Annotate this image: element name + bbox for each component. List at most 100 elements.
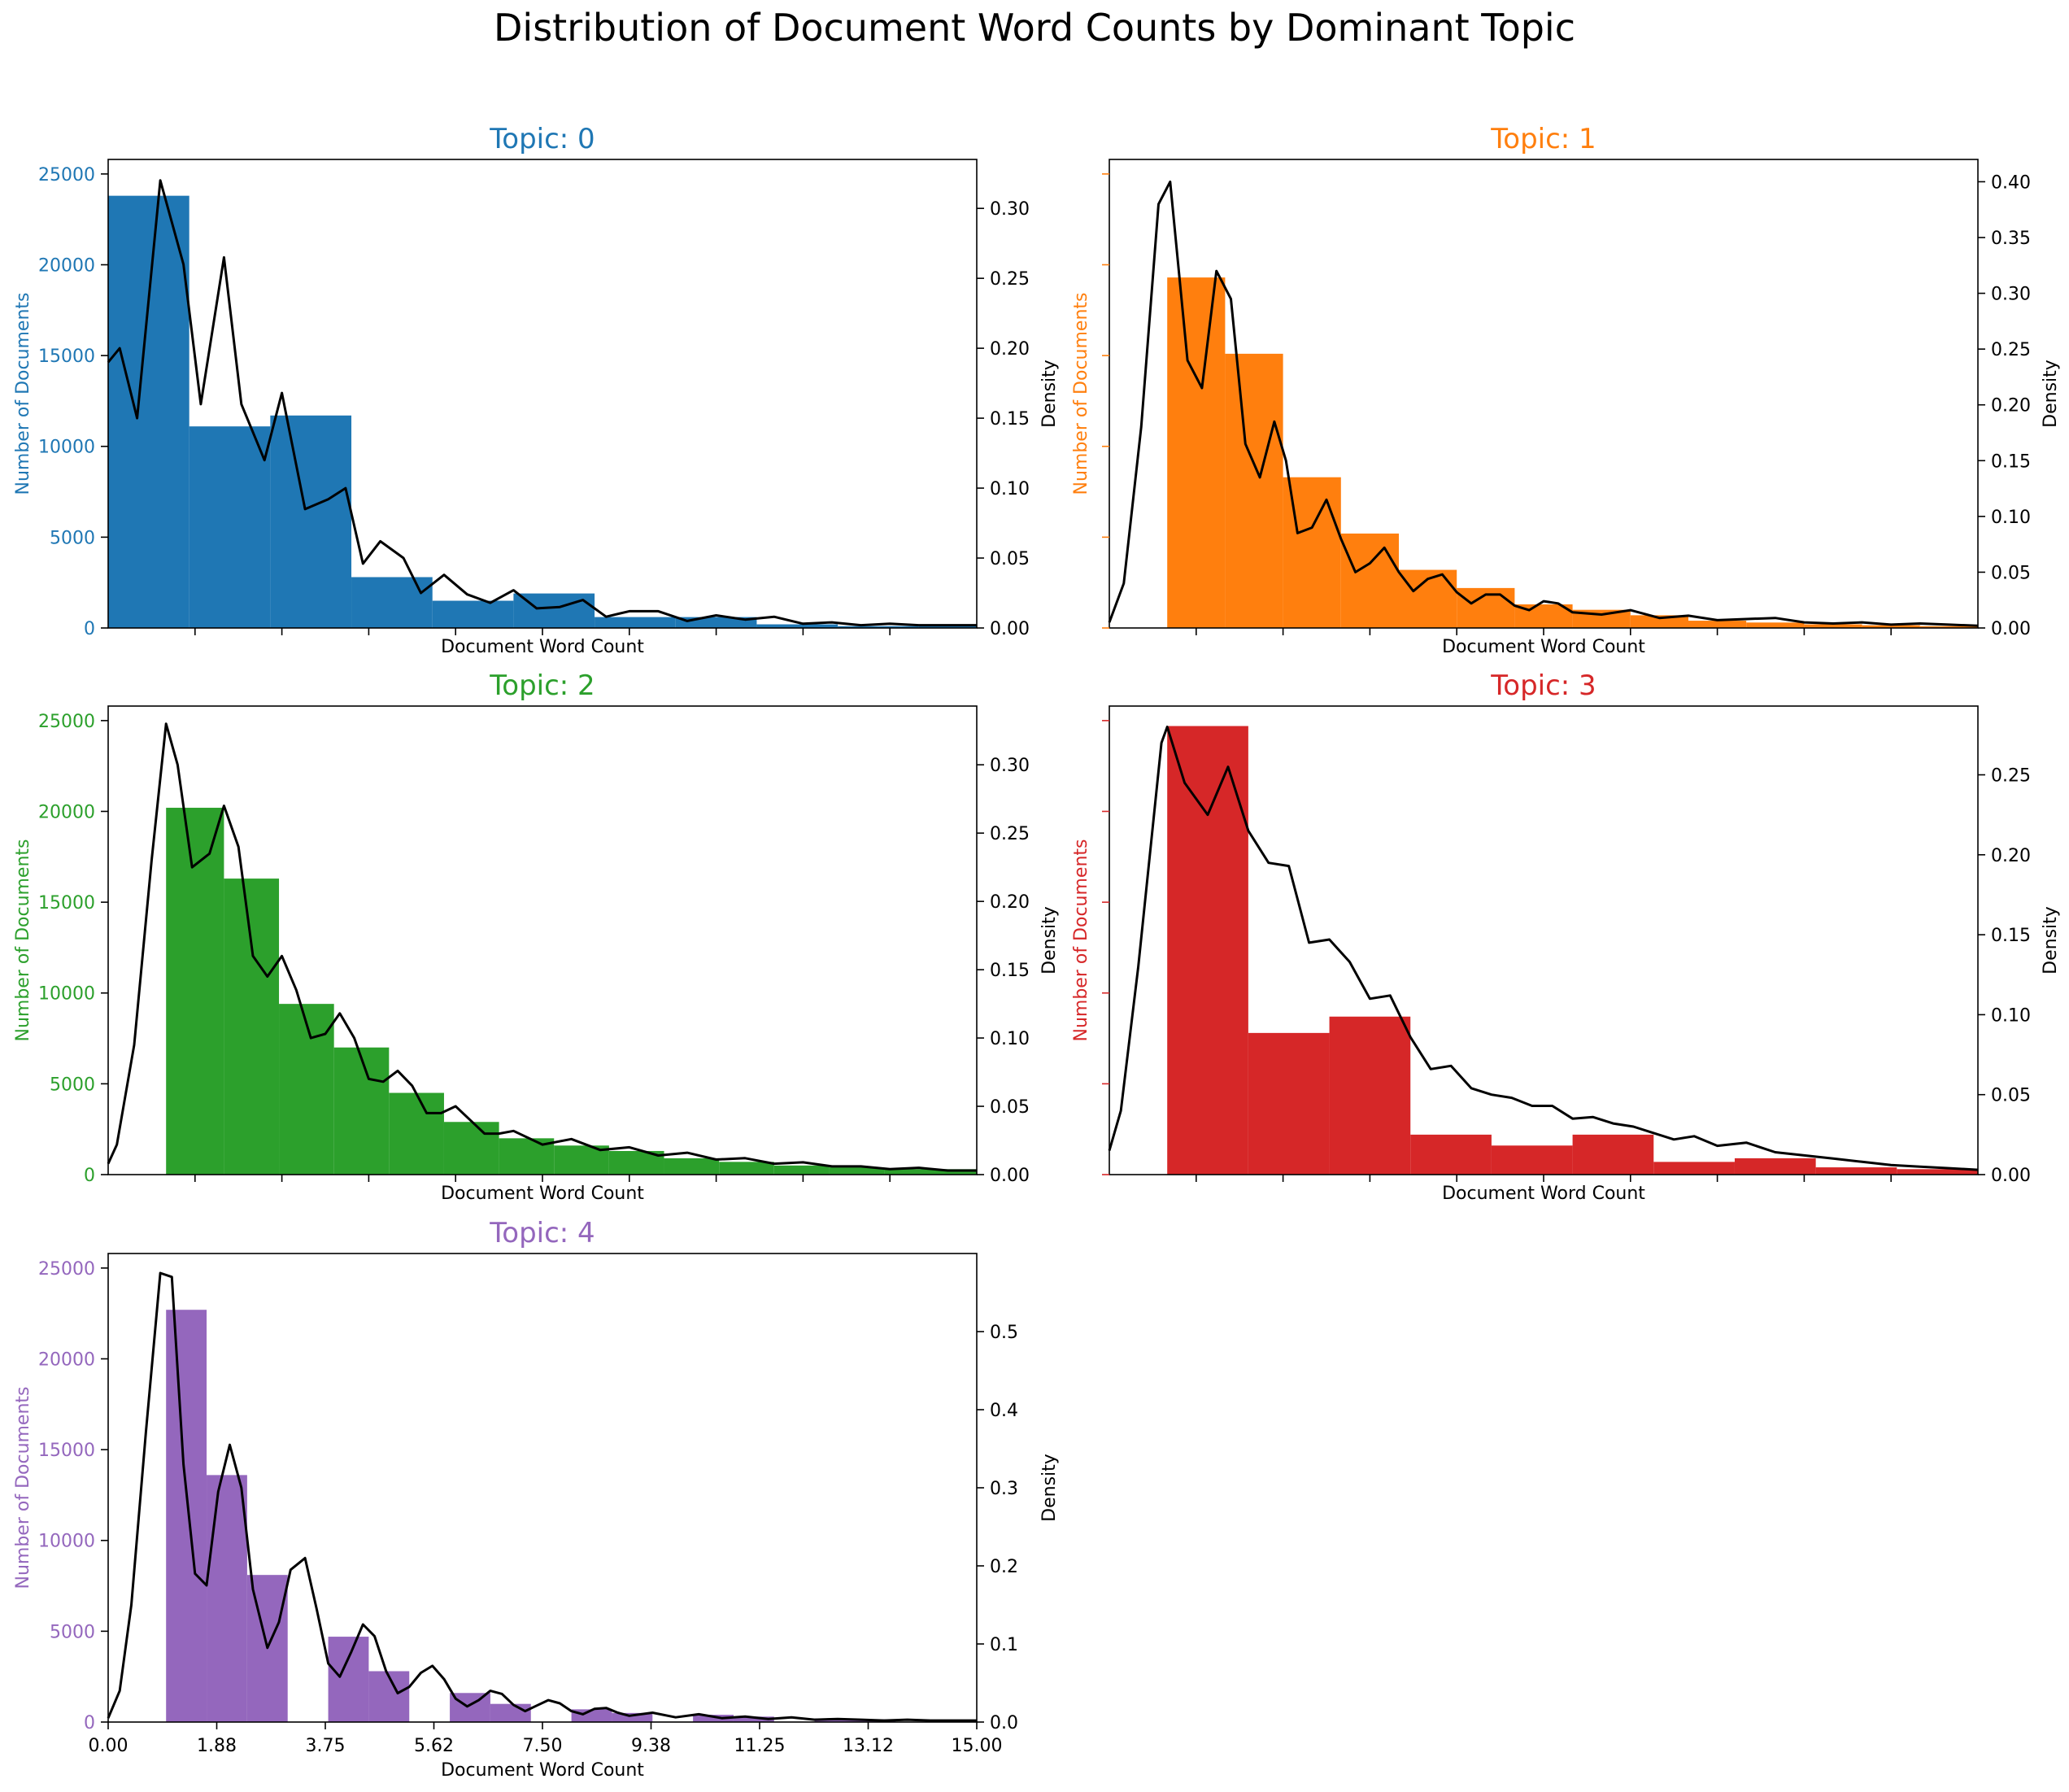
subplot-topic-4: Topic: 4 0 5000 10000 15000 20000 25000 Number … (13, 1217, 1060, 1781)
y-left-tick-label: 0 (84, 1166, 95, 1186)
y-left-tick-label: 5000 (50, 1075, 95, 1095)
y-right-tick-label: 0.10 (1991, 1005, 2031, 1026)
histogram-bar (1919, 626, 1978, 628)
histogram-bar (1688, 621, 1747, 628)
histogram-bar (884, 1169, 977, 1175)
x-tick-label: 13.12 (843, 1736, 894, 1756)
y-right-tick-label: 0.00 (990, 1166, 1030, 1186)
x-tick-label: 9.38 (631, 1736, 671, 1756)
x-tick-label: 0.00 (89, 1736, 128, 1756)
histogram-bars (108, 195, 977, 628)
y-right-tick-label: 0.00 (1991, 619, 2031, 639)
y-right-tick-label: 0.25 (990, 824, 1030, 844)
y-right-tick-label: 0.15 (1991, 926, 2031, 946)
y-right-tick-label: 0.30 (1991, 285, 2031, 305)
density-line (107, 1271, 977, 1722)
histogram-bar (1167, 726, 1248, 1175)
histogram-bar (207, 1475, 247, 1722)
histogram-bar (166, 808, 224, 1175)
y-left-axis-label: Number of Documents (1071, 292, 1091, 495)
subplot-title: Topic: 0 (489, 123, 595, 155)
y-right-tick-label: 0.05 (1991, 563, 2031, 583)
histogram-bar (1897, 1169, 1978, 1175)
histogram-bar (773, 1165, 830, 1175)
y-left-tick-label: 25000 (38, 712, 95, 732)
histogram-bar (1248, 1032, 1330, 1175)
y-right-tick-label: 0.10 (990, 1029, 1030, 1049)
y-right-tick-label: 0.05 (990, 549, 1030, 569)
histogram-bar (756, 624, 838, 628)
y-right-tick-label: 0.0 (990, 1713, 1018, 1733)
subplot-title: Topic: 2 (489, 669, 595, 702)
y-left-tick-label: 5000 (50, 1622, 95, 1642)
y-right-tick-label: 0.25 (1991, 340, 2031, 360)
histogram-bar (389, 1092, 444, 1175)
histogram-bar (1734, 1158, 1816, 1175)
histogram-bar (1491, 1145, 1573, 1175)
histogram-bar (1804, 624, 1862, 628)
histogram-bar (1340, 533, 1399, 628)
x-tick-label: 11.25 (734, 1736, 786, 1756)
y-right-tick-label: 0.40 (1991, 172, 2031, 193)
y-right-tick-label: 0.25 (1991, 766, 2031, 787)
x-axis-label: Document Word Count (1442, 637, 1645, 657)
y-right-tick-label: 0.3 (990, 1479, 1018, 1499)
histogram-bar (166, 1310, 207, 1722)
y-left-tick-label: 25000 (38, 1259, 95, 1280)
y-right-tick-label: 0.10 (990, 479, 1030, 499)
histogram-bar (664, 1158, 720, 1175)
density-line (107, 179, 977, 627)
histogram-bar (1862, 625, 1920, 628)
histogram-bar (108, 195, 189, 628)
y-left-tick-label: 10000 (38, 1532, 95, 1552)
histogram-bar (443, 1122, 499, 1175)
subplot-topic-0: Topic: 0 0 5000 10000 15000 20000 25000 Number … (13, 123, 1060, 657)
histogram-bar (595, 617, 676, 628)
subplot-title: Topic: 1 (1490, 123, 1596, 155)
subplot-title: Topic: 4 (489, 1217, 595, 1249)
y-right-tick-label: 0.05 (1991, 1086, 2031, 1106)
histogram-bar (612, 1712, 653, 1722)
histogram-bar (1572, 1134, 1654, 1175)
subplot-topic-3: Topic: 3 Number of Documents 0.00 0.05 0.10 0… (1071, 669, 2061, 1204)
y-right-tick-label: 0.1 (990, 1635, 1018, 1655)
histogram-bar (918, 626, 977, 628)
figure-title: Distribution of Document Word Counts by … (494, 6, 1575, 50)
density-line (1108, 726, 1979, 1171)
histogram-bar (1410, 1134, 1492, 1175)
y-left-tick-label: 15000 (38, 1441, 95, 1461)
y-right-tick-label: 0.30 (990, 756, 1030, 776)
histogram-bar (571, 1709, 612, 1722)
subplot-title: Topic: 3 (1490, 669, 1596, 702)
histogram-bar (693, 1715, 734, 1722)
histogram-bar (513, 593, 595, 628)
y-right-tick-label: 0.15 (990, 409, 1030, 429)
y-right-tick-label: 0.20 (990, 339, 1030, 360)
y-left-axis-label: Number of Documents (13, 1386, 33, 1589)
histogram-bars (166, 1310, 977, 1722)
y-right-tick-label: 0.4 (990, 1401, 1018, 1421)
histogram-bar (719, 1162, 774, 1175)
histogram-bar (1167, 277, 1226, 628)
y-left-tick-label: 10000 (38, 438, 95, 458)
y-right-tick-label: 0.35 (1991, 229, 2031, 249)
x-axis-label: Document Word Count (441, 1184, 644, 1204)
density-line (107, 722, 977, 1172)
y-right-tick-label: 0.20 (990, 892, 1030, 913)
histogram-bar (351, 577, 433, 628)
x-axis-label: Document Word Count (441, 1760, 644, 1781)
y-right-tick-label: 0.00 (990, 619, 1030, 639)
y-right-tick-label: 0.00 (1991, 1166, 2031, 1186)
x-axis-label: Document Word Count (1442, 1184, 1645, 1204)
y-right-tick-label: 0.05 (990, 1097, 1030, 1118)
histogram-bar (733, 1716, 774, 1722)
y-right-axis-label: Density (2041, 906, 2061, 974)
y-right-axis-label: Density (1039, 906, 1060, 974)
y-right-axis-label: Density (1039, 360, 1060, 428)
y-right-tick-label: 0.15 (990, 961, 1030, 981)
subplot-topic-2: Topic: 2 0 5000 10000 15000 20000 25000 Number … (13, 669, 1060, 1204)
x-tick-label: 15.00 (952, 1736, 1003, 1756)
histogram-bar (189, 426, 271, 628)
subplot-grid: Topic: 0 0 5000 10000 15000 20000 25000 Number … (13, 123, 2061, 1781)
histogram-bar (270, 415, 352, 628)
